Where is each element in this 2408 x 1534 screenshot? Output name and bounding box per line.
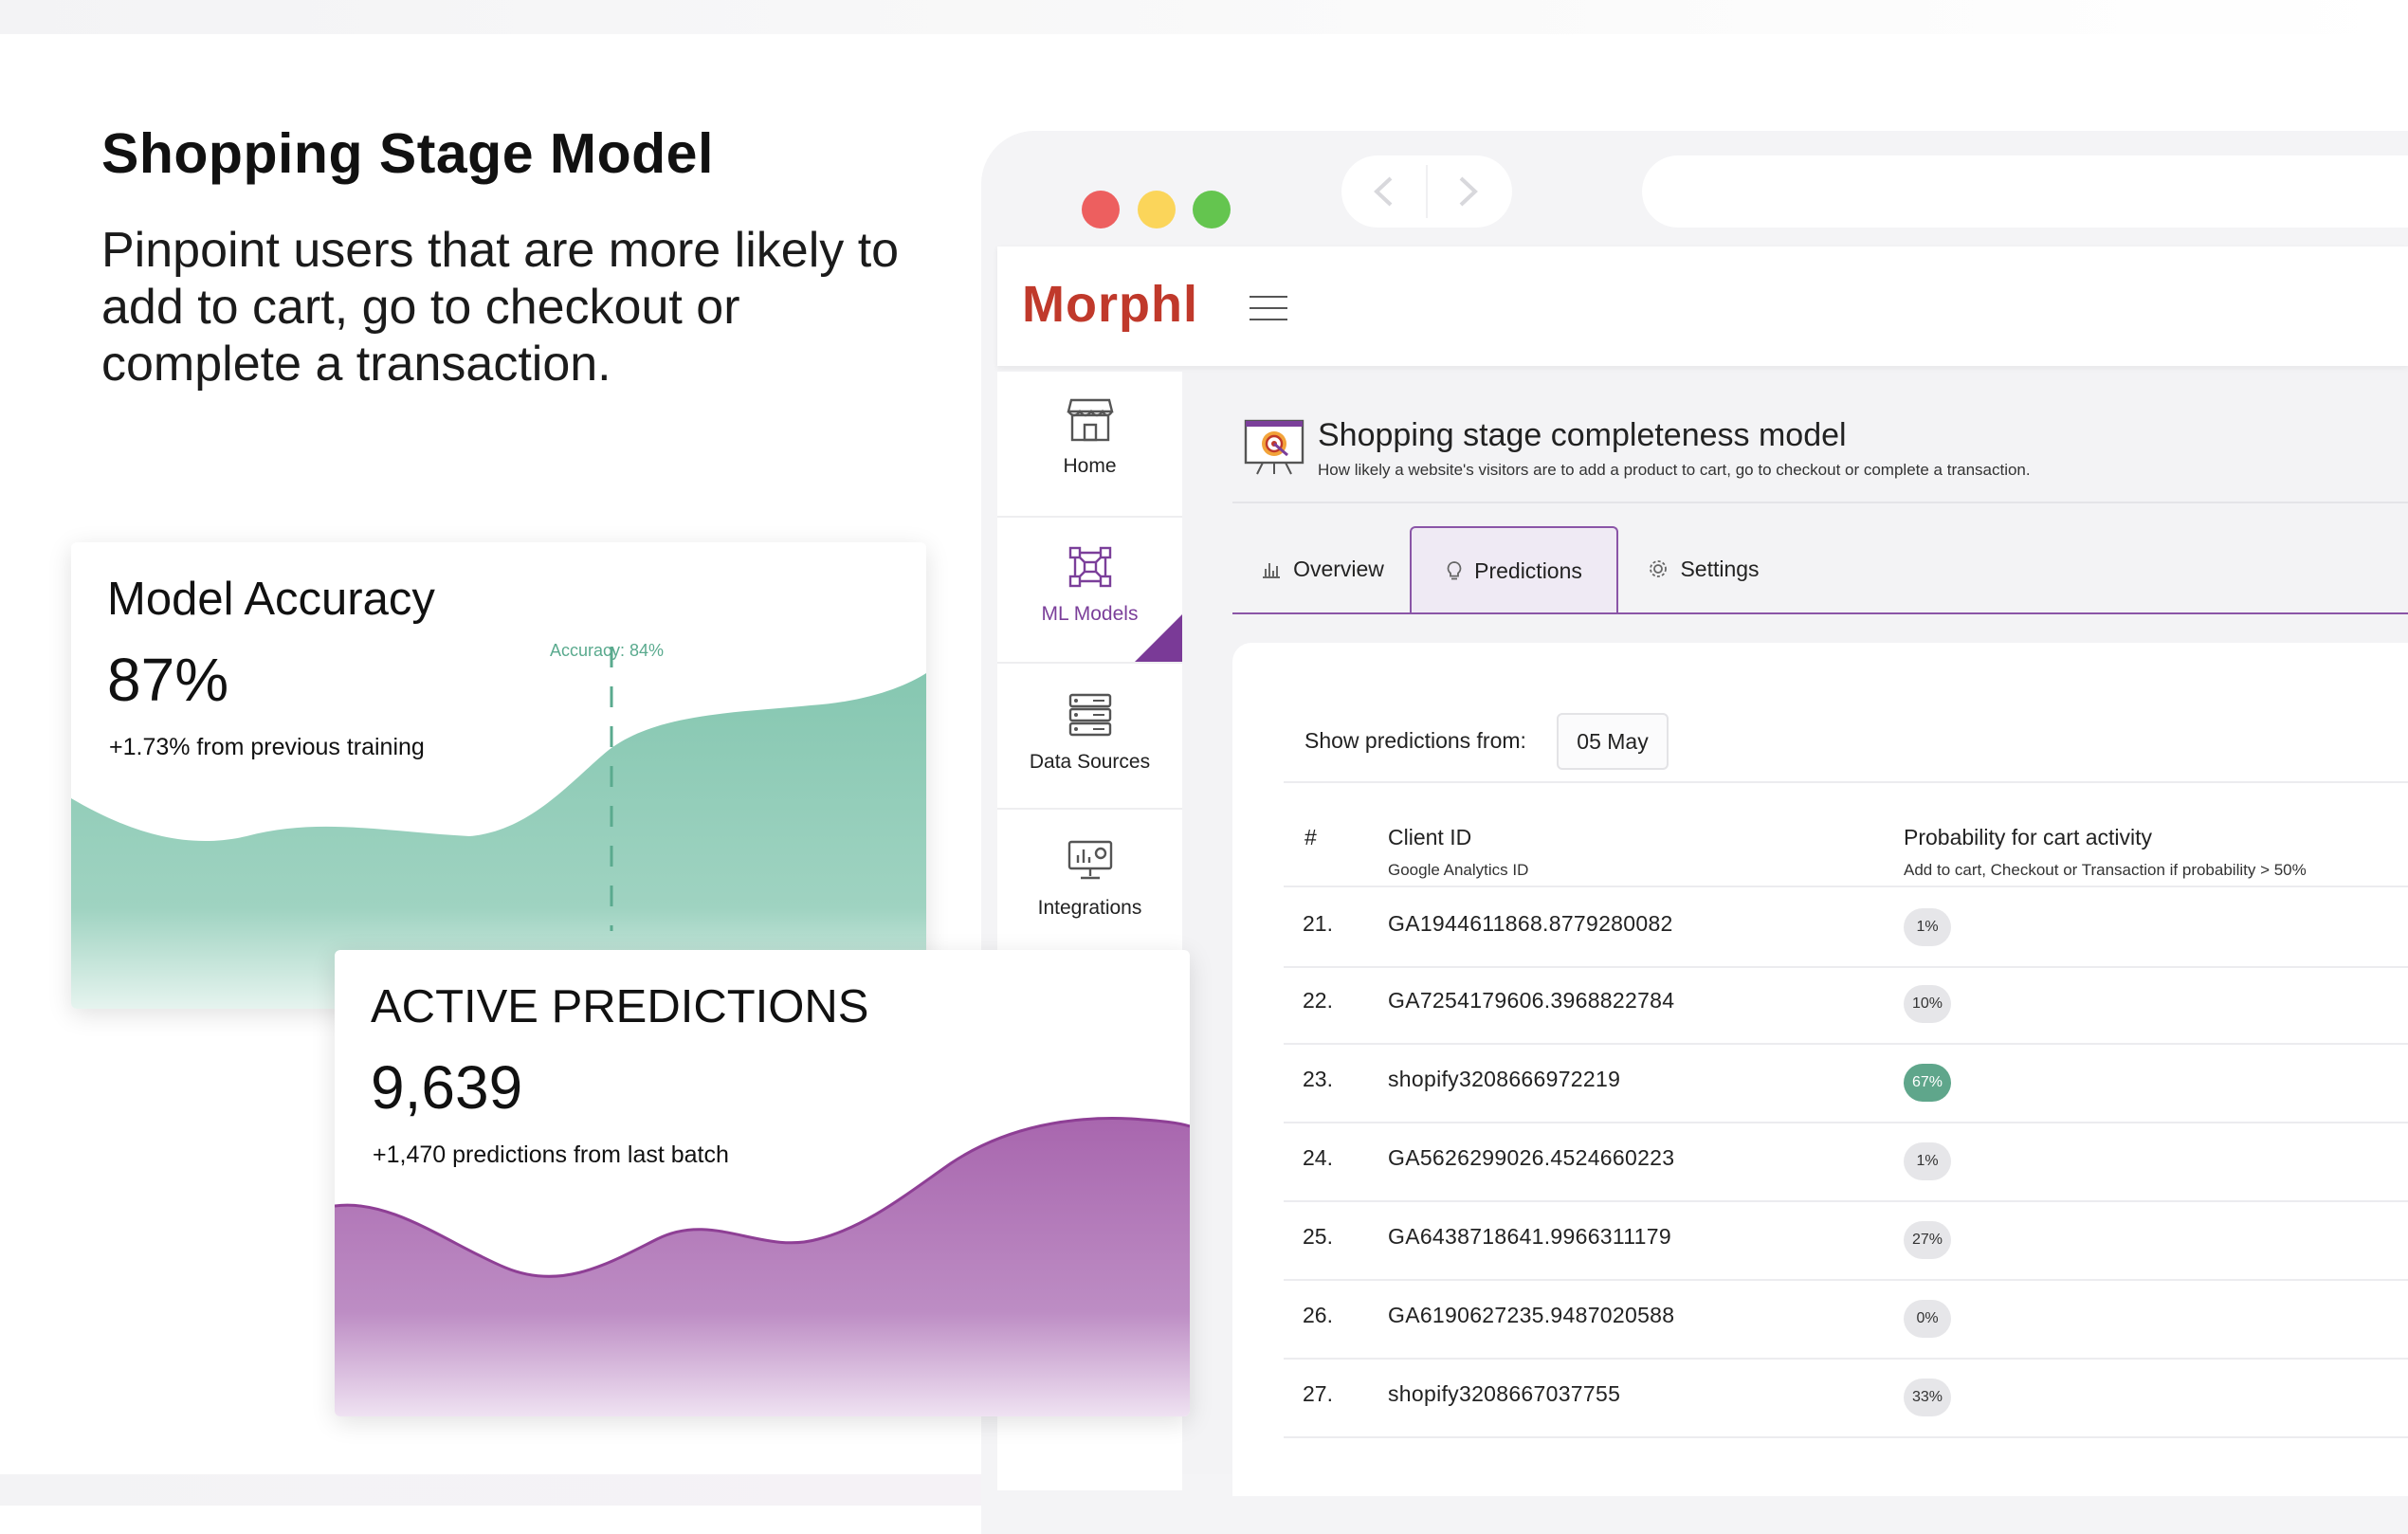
presentation-target-icon: [1244, 419, 1304, 475]
accuracy-marker-label: Accuracy: 84%: [550, 641, 665, 660]
browser-nav: [1341, 155, 1512, 228]
col-subheader-client-id: Google Analytics ID: [1388, 861, 1529, 879]
hero-title: Shopping Stage Model: [101, 122, 714, 185]
sidebar-label-ml-models: ML Models: [1041, 603, 1139, 625]
table-row[interactable]: 21. GA1944611868.8779280082 1%: [1284, 886, 2408, 968]
row-number: 25.: [1303, 1224, 1333, 1249]
client-id: GA7254179606.3968822784: [1388, 988, 1675, 1013]
forward-arrow-icon[interactable]: [1457, 176, 1480, 207]
address-bar[interactable]: [1642, 155, 2408, 228]
tab-overview[interactable]: Overview: [1251, 526, 1394, 612]
active-predictions-card: ACTIVE PREDICTIONS 9,639 +1,470 predicti…: [335, 950, 1190, 1416]
table-top-divider: [1284, 781, 2408, 783]
lightbulb-icon: [1447, 561, 1462, 580]
app-header: Morphl: [997, 247, 2408, 366]
accuracy-area-chart: [71, 647, 926, 1009]
table-row[interactable]: 24. GA5626299026.4524660223 1%: [1284, 1122, 2408, 1202]
col-header-num: #: [1304, 825, 1317, 849]
client-id: GA6190627235.9487020588: [1388, 1303, 1675, 1327]
sidebar-label-integrations: Integrations: [1037, 897, 1142, 919]
model-accuracy-card: Accuracy: 84% Model Accuracy 87% +1.73% …: [71, 542, 926, 1009]
row-number: 22.: [1303, 988, 1333, 1013]
hero-description: Pinpoint users that are more likely to a…: [101, 223, 900, 392]
network-icon: [1068, 546, 1111, 588]
active-indicator: [1135, 614, 1182, 662]
top-fade: [0, 0, 2408, 34]
client-id: GA5626299026.4524660223: [1388, 1145, 1675, 1170]
sidebar-label-home: Home: [1063, 455, 1117, 477]
probability-badge: 33%: [1904, 1379, 1951, 1416]
table-row[interactable]: 22. GA7254179606.3968822784 10%: [1284, 964, 2408, 1045]
table-row[interactable]: 26. GA6190627235.9487020588 0%: [1284, 1279, 2408, 1360]
model-accuracy-note: +1.73% from previous training: [109, 734, 425, 760]
bar-chart-icon: [1263, 563, 1281, 578]
store-icon: [1066, 398, 1114, 442]
tab-settings-label: Settings: [1680, 556, 1760, 581]
divider: [1232, 502, 2408, 503]
predictions-panel: Show predictions from: 05 May # Client I…: [1232, 643, 2408, 1496]
tab-predictions[interactable]: Predictions: [1410, 526, 1618, 613]
tab-predictions-label: Predictions: [1474, 557, 1582, 583]
morphl-logo[interactable]: Morphl: [1022, 276, 1198, 333]
page-subtitle: How likely a website's visitors are to a…: [1318, 461, 2031, 479]
table-row[interactable]: 25. GA6438718641.9966311179 27%: [1284, 1200, 2408, 1281]
probability-badge: 1%: [1904, 1142, 1951, 1180]
row-number: 23.: [1303, 1067, 1333, 1091]
model-accuracy-title: Model Accuracy: [107, 574, 435, 625]
client-id: GA1944611868.8779280082: [1388, 911, 1673, 936]
probability-badge: 0%: [1904, 1300, 1951, 1338]
page-title: Shopping stage completeness model: [1318, 417, 1847, 453]
table-row[interactable]: 27. shopify3208667037755 33%: [1284, 1358, 2408, 1438]
sidebar-item-integrations[interactable]: Integrations: [997, 810, 1182, 956]
server-icon: [1068, 693, 1111, 737]
menu-icon[interactable]: [1250, 296, 1287, 320]
probability-badge: 67%: [1904, 1064, 1951, 1102]
sidebar-item-home[interactable]: Home: [997, 372, 1182, 518]
row-number: 26.: [1303, 1303, 1333, 1327]
probability-badge: 10%: [1904, 985, 1951, 1023]
col-header-client-id: Client ID: [1388, 825, 1472, 849]
col-header-probability: Probability for cart activity: [1904, 825, 2153, 849]
probability-badge: 1%: [1904, 908, 1951, 946]
show-predictions-label: Show predictions from:: [1304, 728, 1526, 753]
tab-underline: [1232, 612, 2408, 614]
sidebar-item-ml-models[interactable]: ML Models: [997, 518, 1182, 664]
sidebar-item-data-sources[interactable]: Data Sources: [997, 664, 1182, 810]
tab-overview-label: Overview: [1293, 556, 1384, 581]
active-predictions-note: +1,470 predictions from last batch: [373, 1141, 729, 1168]
active-predictions-value: 9,639: [371, 1053, 523, 1122]
probability-badge: 27%: [1904, 1221, 1951, 1259]
monitor-icon: [1067, 840, 1112, 880]
client-id: GA6438718641.9966311179: [1388, 1224, 1671, 1249]
date-select[interactable]: 05 May: [1557, 713, 1669, 770]
tab-settings[interactable]: Settings: [1633, 526, 1775, 612]
app-window: Morphl Home: [997, 247, 2408, 1496]
active-predictions-title: ACTIVE PREDICTIONS: [371, 981, 869, 1032]
model-accuracy-value: 87%: [107, 646, 229, 714]
client-id: shopify3208667037755: [1388, 1381, 1621, 1406]
col-subheader-probability: Add to cart, Checkout or Transaction if …: [1904, 861, 2307, 879]
predictions-area-chart: [335, 1117, 1190, 1416]
maximize-window-dot[interactable]: [1193, 191, 1231, 228]
minimize-window-dot[interactable]: [1138, 191, 1176, 228]
row-number: 27.: [1303, 1381, 1333, 1406]
client-id: shopify3208666972219: [1388, 1067, 1621, 1091]
back-arrow-icon[interactable]: [1372, 176, 1395, 207]
table-row[interactable]: 23. shopify3208666972219 67%: [1284, 1043, 2408, 1123]
close-window-dot[interactable]: [1082, 191, 1120, 228]
sidebar-label-data-sources: Data Sources: [1029, 751, 1151, 773]
gear-icon: [1650, 560, 1668, 577]
row-number: 24.: [1303, 1145, 1333, 1170]
row-number: 21.: [1303, 911, 1333, 936]
